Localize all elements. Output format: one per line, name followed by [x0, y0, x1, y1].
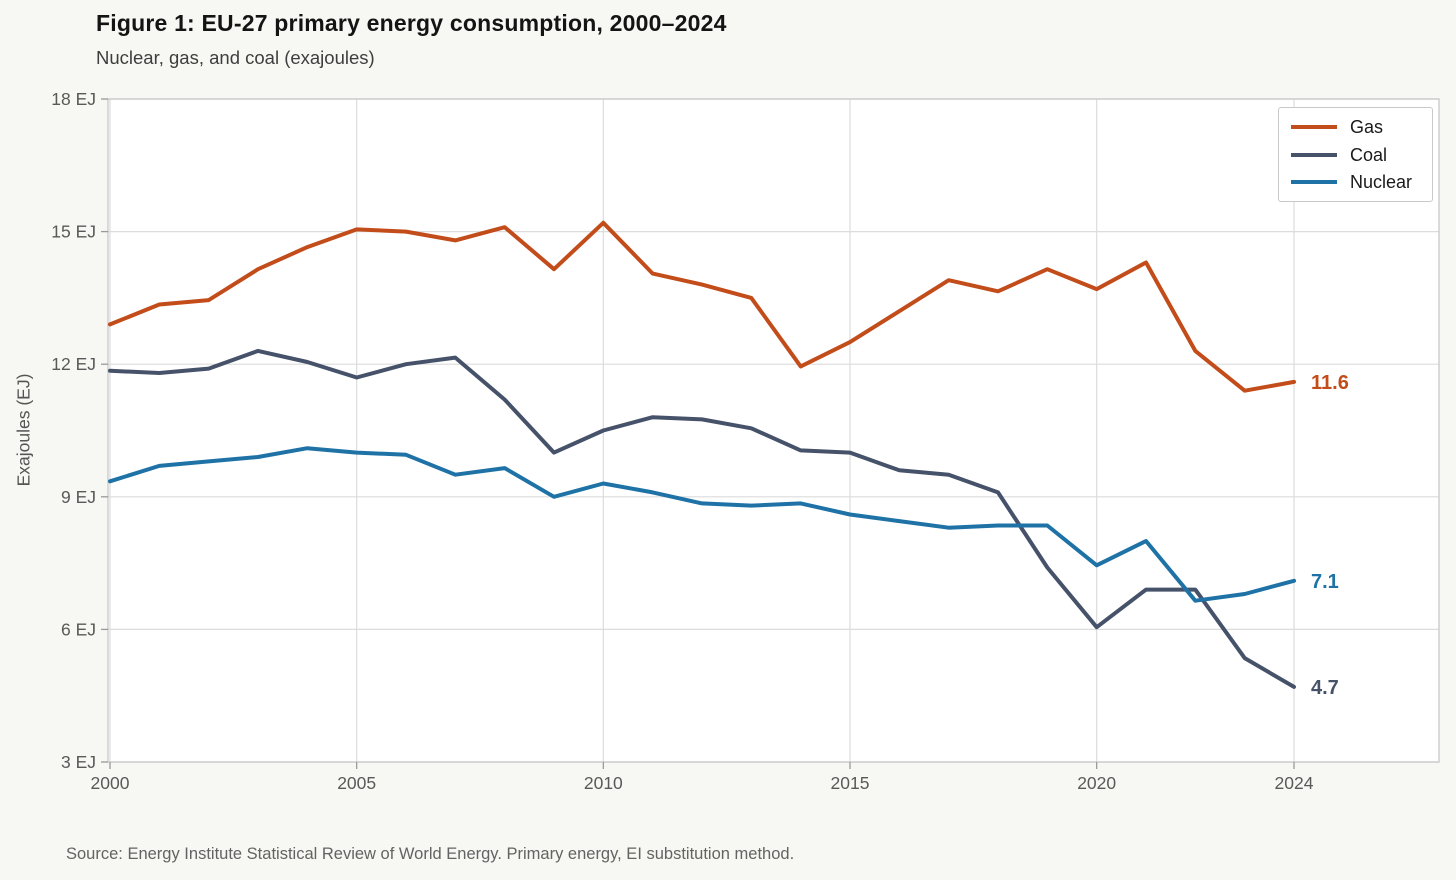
- end-label-nuclear: 7.1: [1311, 571, 1339, 593]
- y-tick-label: 15 EJ: [51, 222, 96, 242]
- x-tick-label: 2005: [337, 773, 376, 793]
- x-tick-label: 2024: [1275, 773, 1314, 793]
- legend: Gas Coal Nuclear: [1278, 107, 1433, 202]
- plot-border: [107, 98, 1440, 763]
- chart-subtitle: Nuclear, gas, and coal (exajoules): [96, 47, 375, 68]
- y-tick-label: 3 EJ: [61, 752, 96, 772]
- y-tick-label: 12 EJ: [51, 354, 96, 374]
- legend-label: Coal: [1350, 144, 1388, 165]
- legend-item-gas: Gas: [1291, 118, 1420, 136]
- legend-item-coal: Coal: [1291, 146, 1420, 164]
- y-axis-label: Exajoules (EJ): [13, 373, 34, 487]
- y-tick-label: 18 EJ: [51, 89, 96, 109]
- x-tick-label: 2015: [831, 773, 870, 793]
- legend-label: Gas: [1350, 117, 1384, 137]
- y-tick-label: 6 EJ: [61, 619, 96, 639]
- legend-item-nuclear: Nuclear: [1291, 173, 1420, 191]
- end-label-coal: 4.7: [1311, 677, 1339, 699]
- x-tick-label: 2020: [1077, 773, 1116, 793]
- line-coal: [108, 348, 1296, 689]
- chart-title: Figure 1: EU-27 primary energy consumpti…: [96, 10, 727, 36]
- y-tick-label: 9 EJ: [61, 487, 96, 507]
- legend-swatch-gas-icon: [1291, 125, 1337, 129]
- end-label-gas: 11.6: [1311, 372, 1349, 394]
- plot-background: [108, 99, 1439, 762]
- legend-label: Nuclear: [1350, 172, 1413, 192]
- line-nuclear: [108, 446, 1296, 603]
- x-tick-label: 2000: [91, 773, 130, 793]
- legend-swatch-nuclear-icon: [1291, 180, 1337, 184]
- x-tick-label: 2010: [584, 773, 623, 793]
- source-note: Source: Energy Institute Statistical Rev…: [66, 845, 795, 863]
- line-gas: [108, 220, 1296, 393]
- legend-swatch-coal-icon: [1291, 152, 1337, 157]
